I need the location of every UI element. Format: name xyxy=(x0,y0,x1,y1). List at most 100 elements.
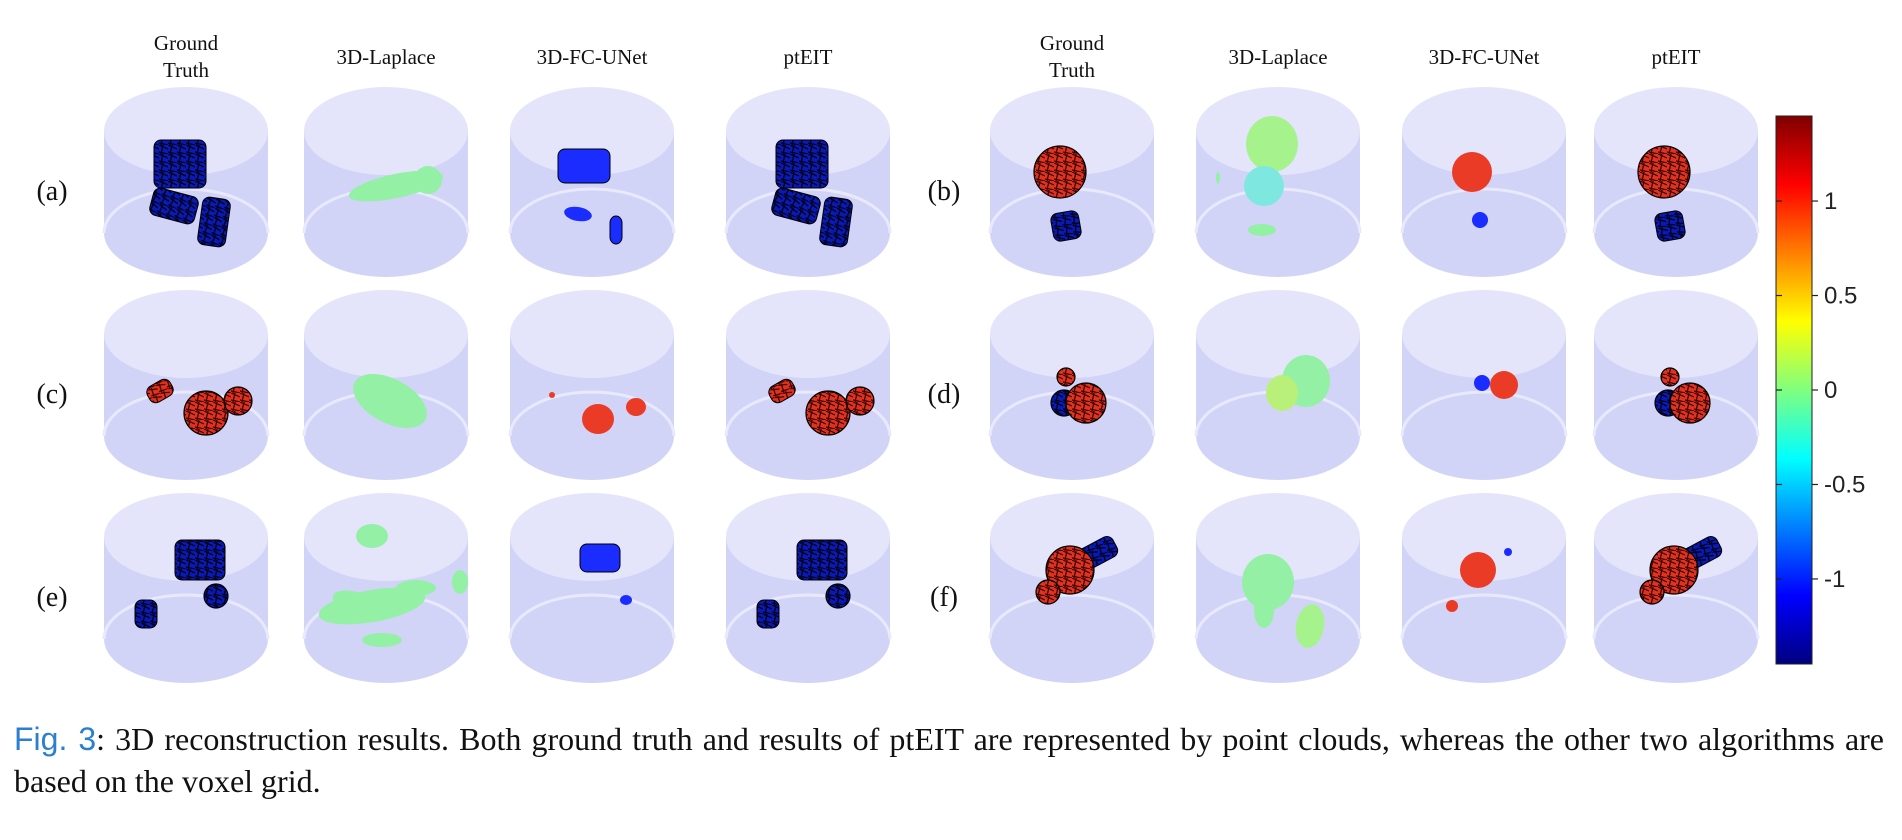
row-label: (f) xyxy=(930,582,958,613)
reconstruction-blob xyxy=(1246,116,1298,172)
objects xyxy=(768,378,875,436)
cylinder-panel xyxy=(508,87,676,277)
cylinder-top xyxy=(1196,290,1360,378)
object-sphere xyxy=(825,583,851,609)
cylinder-panel xyxy=(1400,87,1568,277)
colorbar-tick-label: 0.5 xyxy=(1824,283,1857,310)
row-labels: (a) (b) (c) (d) (e) (f) xyxy=(36,176,960,613)
cylinder-bottom-rim xyxy=(102,390,270,437)
object-box xyxy=(756,599,780,629)
reconstruction-blob xyxy=(1216,172,1220,184)
cylinder-panel xyxy=(988,87,1156,277)
column-header: 3D-FC-UNet xyxy=(1429,45,1540,69)
object-box xyxy=(1050,210,1082,242)
object-sphere xyxy=(1649,545,1699,595)
objects xyxy=(756,539,851,629)
object-box xyxy=(149,187,199,225)
objects xyxy=(771,139,853,248)
reconstruction-blob xyxy=(1295,604,1325,648)
colorbar-ticks: 1 0.5 0 -0.5 -1 xyxy=(1776,188,1865,593)
reconstruction-blob xyxy=(1266,375,1298,411)
reconstruction-blob xyxy=(564,206,592,222)
cylinder-top xyxy=(510,87,674,175)
objects xyxy=(1446,548,1512,612)
reconstruction-blob xyxy=(1490,371,1518,399)
cylinder-bottom-rim xyxy=(1400,593,1568,640)
objects xyxy=(1474,371,1518,399)
cylinder-panel xyxy=(102,87,270,277)
object-box xyxy=(146,378,174,404)
row-label: (a) xyxy=(36,176,67,207)
cylinder-panel xyxy=(724,290,892,480)
cylinder-panel xyxy=(302,493,470,683)
object-box xyxy=(174,539,226,581)
cylinder-panel xyxy=(302,290,470,480)
object-sphere xyxy=(845,386,875,416)
row-label: (d) xyxy=(928,379,961,410)
cylinder-panel xyxy=(1592,493,1760,683)
cylinder-panel xyxy=(102,493,270,683)
column-header: 3D-FC-UNet xyxy=(537,45,648,69)
objects xyxy=(1242,554,1325,648)
column-header: Ground Truth xyxy=(1040,31,1105,82)
reconstruction-blob xyxy=(1460,552,1496,588)
objects xyxy=(1033,145,1087,242)
cylinder-top xyxy=(990,290,1154,378)
reconstruction-blob xyxy=(1244,166,1284,206)
cylinder-bottom-rim xyxy=(102,187,270,234)
reconstruction-blob xyxy=(1452,152,1492,192)
cylinder-top xyxy=(1402,87,1566,175)
objects xyxy=(353,373,427,429)
reconstruction-figure: Ground Truth 3D-Laplace 3D-FC-UNet ptEIT Grou… xyxy=(36,31,1865,683)
colorbar-tick-label: 1 xyxy=(1824,188,1837,215)
reconstruction-blob xyxy=(1248,224,1276,236)
column-header: 3D-Laplace xyxy=(336,45,435,69)
reconstruction-blob xyxy=(549,392,555,398)
colorbar-tick-label: -1 xyxy=(1824,566,1845,593)
object-sphere xyxy=(1035,579,1061,605)
cylinder-top xyxy=(726,290,890,378)
reconstruction-blob xyxy=(620,595,632,605)
reconstruction-blob xyxy=(353,373,427,429)
object-box xyxy=(134,599,158,629)
cylinder-panel xyxy=(1194,493,1362,683)
objects xyxy=(1266,355,1330,411)
reconstruction-blob xyxy=(396,580,436,596)
caption-text: : 3D reconstruction results. Both ground… xyxy=(14,721,1885,799)
object-box xyxy=(796,539,848,581)
object-box xyxy=(768,378,796,404)
column-header: 3D-Laplace xyxy=(1228,45,1327,69)
reconstruction-blob xyxy=(1254,592,1274,628)
cylinder-top xyxy=(990,87,1154,175)
cylinder-top xyxy=(990,493,1154,581)
cylinder-bottom-rim xyxy=(508,187,676,234)
cylinder-top xyxy=(1402,290,1566,378)
object-sphere xyxy=(1639,579,1665,605)
cylinder-bottom-rim xyxy=(508,593,676,640)
cylinder-top xyxy=(1594,87,1758,175)
reconstruction-blob xyxy=(332,590,380,614)
object-sphere xyxy=(1056,367,1076,387)
objects xyxy=(1637,145,1691,242)
reconstruction-blob xyxy=(1446,600,1458,612)
cylinder-bottom-rim xyxy=(1400,187,1568,234)
objects xyxy=(146,378,253,436)
objects xyxy=(1050,367,1107,424)
objects xyxy=(149,139,231,248)
cylinder-panel xyxy=(1592,290,1760,480)
cylinder-top xyxy=(1594,290,1758,378)
object-box xyxy=(819,196,853,248)
reconstruction-blob xyxy=(1472,212,1488,228)
reconstruction-blob xyxy=(452,570,468,594)
cylinder-top xyxy=(1402,493,1566,581)
object-box xyxy=(197,196,231,248)
cylinder-top xyxy=(1196,493,1360,581)
colorbar: 1 0.5 0 -0.5 -1 xyxy=(1775,115,1865,665)
cylinder-panel xyxy=(508,290,676,480)
reconstruction-blob xyxy=(362,633,402,647)
cylinder-bottom-rim xyxy=(1592,593,1760,640)
reconstruction-blob xyxy=(626,398,646,416)
figure-caption: Fig. 3: 3D reconstruction results. Both … xyxy=(14,718,1884,802)
object-sphere xyxy=(1045,545,1095,595)
object-box xyxy=(153,139,207,189)
